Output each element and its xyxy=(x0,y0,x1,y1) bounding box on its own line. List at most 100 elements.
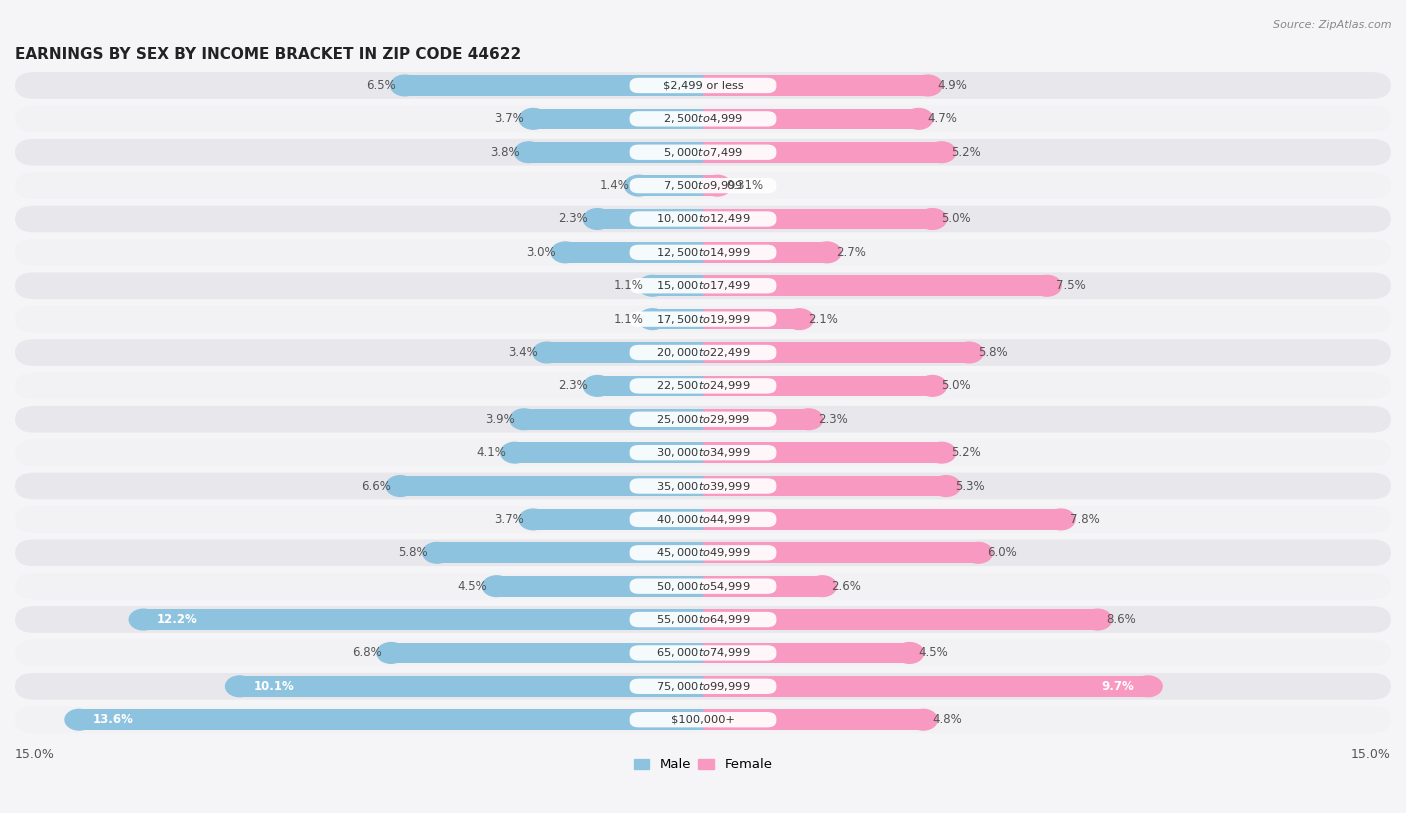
Text: $20,000 to $22,499: $20,000 to $22,499 xyxy=(655,346,751,359)
Text: 5.3%: 5.3% xyxy=(955,480,984,493)
Bar xyxy=(547,342,703,363)
FancyBboxPatch shape xyxy=(15,472,1391,499)
Circle shape xyxy=(583,209,612,229)
Circle shape xyxy=(794,409,823,429)
Bar xyxy=(703,409,808,429)
FancyBboxPatch shape xyxy=(15,540,1391,566)
Text: $25,000 to $29,999: $25,000 to $29,999 xyxy=(655,413,751,426)
Bar xyxy=(703,509,1060,530)
Bar xyxy=(240,676,703,697)
FancyBboxPatch shape xyxy=(15,606,1391,633)
Bar xyxy=(703,576,823,597)
FancyBboxPatch shape xyxy=(630,579,776,593)
Text: 2.3%: 2.3% xyxy=(558,212,588,225)
Circle shape xyxy=(482,576,510,597)
Text: 4.9%: 4.9% xyxy=(936,79,967,92)
Text: EARNINGS BY SEX BY INCOME BRACKET IN ZIP CODE 44622: EARNINGS BY SEX BY INCOME BRACKET IN ZIP… xyxy=(15,47,522,62)
FancyBboxPatch shape xyxy=(630,411,776,427)
FancyBboxPatch shape xyxy=(630,345,776,360)
Circle shape xyxy=(813,242,841,263)
Text: 4.1%: 4.1% xyxy=(475,446,506,459)
Circle shape xyxy=(423,542,451,563)
FancyBboxPatch shape xyxy=(630,145,776,160)
Bar xyxy=(533,108,703,129)
Bar xyxy=(401,476,703,497)
Legend: Male, Female: Male, Female xyxy=(628,753,778,776)
Text: $30,000 to $34,999: $30,000 to $34,999 xyxy=(655,446,751,459)
FancyBboxPatch shape xyxy=(15,106,1391,133)
Circle shape xyxy=(703,176,731,196)
FancyBboxPatch shape xyxy=(15,406,1391,433)
Text: 3.7%: 3.7% xyxy=(495,513,524,526)
Text: 2.6%: 2.6% xyxy=(831,580,862,593)
Bar xyxy=(529,142,703,163)
Circle shape xyxy=(391,75,419,96)
Text: $7,500 to $9,999: $7,500 to $9,999 xyxy=(664,179,742,192)
FancyBboxPatch shape xyxy=(15,573,1391,599)
Circle shape xyxy=(624,176,652,196)
Text: 6.0%: 6.0% xyxy=(987,546,1017,559)
Circle shape xyxy=(638,276,666,296)
Bar xyxy=(143,609,703,630)
Text: $35,000 to $39,999: $35,000 to $39,999 xyxy=(655,480,751,493)
FancyBboxPatch shape xyxy=(15,640,1391,667)
FancyBboxPatch shape xyxy=(15,239,1391,266)
Text: $22,500 to $24,999: $22,500 to $24,999 xyxy=(655,380,751,393)
Text: 6.8%: 6.8% xyxy=(352,646,382,659)
Text: 3.8%: 3.8% xyxy=(489,146,520,159)
Text: 9.7%: 9.7% xyxy=(1101,680,1135,693)
Bar xyxy=(703,710,924,730)
Text: 15.0%: 15.0% xyxy=(15,748,55,761)
FancyBboxPatch shape xyxy=(15,706,1391,733)
Bar xyxy=(703,276,1047,296)
FancyBboxPatch shape xyxy=(630,245,776,260)
Bar xyxy=(703,142,942,163)
Text: 12.2%: 12.2% xyxy=(157,613,198,626)
Circle shape xyxy=(1133,676,1163,697)
FancyBboxPatch shape xyxy=(15,306,1391,333)
Bar xyxy=(598,376,703,396)
Circle shape xyxy=(1033,276,1062,296)
Text: $12,500 to $14,999: $12,500 to $14,999 xyxy=(655,246,751,259)
FancyBboxPatch shape xyxy=(15,172,1391,199)
Circle shape xyxy=(510,409,538,429)
Text: 13.6%: 13.6% xyxy=(93,713,134,726)
Bar xyxy=(79,710,703,730)
FancyBboxPatch shape xyxy=(630,612,776,628)
Circle shape xyxy=(785,309,814,329)
Bar xyxy=(391,642,703,663)
Text: 10.1%: 10.1% xyxy=(253,680,294,693)
Text: 15.0%: 15.0% xyxy=(1351,748,1391,761)
FancyBboxPatch shape xyxy=(15,139,1391,166)
FancyBboxPatch shape xyxy=(630,111,776,127)
Text: 2.1%: 2.1% xyxy=(808,313,838,326)
Circle shape xyxy=(914,75,942,96)
Text: $75,000 to $99,999: $75,000 to $99,999 xyxy=(655,680,751,693)
Text: $15,000 to $17,499: $15,000 to $17,499 xyxy=(655,279,751,292)
Text: 4.8%: 4.8% xyxy=(932,713,962,726)
Text: 3.9%: 3.9% xyxy=(485,413,515,426)
Bar xyxy=(703,108,918,129)
FancyBboxPatch shape xyxy=(630,712,776,728)
Bar xyxy=(405,75,703,96)
Circle shape xyxy=(908,710,938,730)
Bar xyxy=(703,242,827,263)
Text: 3.0%: 3.0% xyxy=(527,246,557,259)
Text: 4.5%: 4.5% xyxy=(458,580,488,593)
Circle shape xyxy=(387,476,415,497)
Circle shape xyxy=(551,242,579,263)
Circle shape xyxy=(965,542,993,563)
Text: 5.0%: 5.0% xyxy=(942,380,972,393)
Text: $40,000 to $44,999: $40,000 to $44,999 xyxy=(655,513,751,526)
Bar xyxy=(703,642,910,663)
Bar xyxy=(533,509,703,530)
Text: $100,000+: $100,000+ xyxy=(671,715,735,724)
Text: 1.1%: 1.1% xyxy=(613,313,644,326)
Text: $17,500 to $19,999: $17,500 to $19,999 xyxy=(655,313,751,326)
FancyBboxPatch shape xyxy=(630,211,776,227)
FancyBboxPatch shape xyxy=(630,78,776,93)
FancyBboxPatch shape xyxy=(630,178,776,193)
FancyBboxPatch shape xyxy=(15,673,1391,700)
FancyBboxPatch shape xyxy=(630,646,776,661)
Bar xyxy=(565,242,703,263)
